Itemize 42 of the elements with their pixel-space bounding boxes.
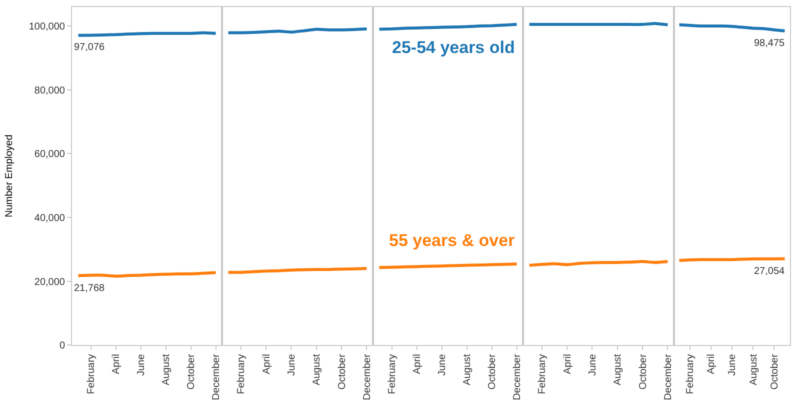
y-tick-label: 80,000 — [34, 85, 66, 96]
x-tick-label: August — [612, 354, 624, 386]
x-tick-label: December — [512, 353, 523, 400]
data-label: 98,475 — [754, 38, 786, 49]
x-tick-label: August — [462, 354, 473, 386]
x-tick-label: August — [161, 354, 172, 386]
x-tick-label: April — [111, 354, 122, 374]
x-tick-label: October — [638, 353, 649, 390]
x-tick-label: June — [587, 354, 598, 376]
y-tick-label: 100,000 — [28, 22, 66, 33]
x-tick-label: August — [312, 354, 323, 386]
series-label: 55 years & over — [389, 231, 516, 250]
x-tick-label: February — [685, 354, 696, 394]
x-tick-label: April — [412, 354, 423, 374]
y-axis-title: Number Employed — [4, 134, 15, 218]
x-tick-label: December — [362, 353, 373, 400]
x-tick-label: December — [662, 353, 674, 400]
x-tick-label: August — [748, 354, 760, 386]
x-tick-label: February — [86, 354, 97, 394]
x-tick-label: June — [136, 354, 147, 376]
x-tick-label: February — [387, 354, 398, 394]
x-tick-label: October — [186, 353, 197, 390]
y-tick-label: 60,000 — [34, 149, 66, 160]
y-tick-label: 0 — [59, 340, 66, 352]
x-tick-label: February — [236, 354, 248, 394]
x-tick-label: June — [727, 354, 738, 376]
x-tick-label: February — [537, 354, 548, 394]
x-tick-label: October — [336, 353, 348, 390]
x-tick-label: April — [261, 354, 272, 374]
x-tick-label: June — [437, 354, 448, 376]
data-label: 27,054 — [754, 266, 786, 277]
data-label: 97,076 — [74, 42, 106, 53]
x-tick-label: December — [211, 353, 222, 400]
y-tick-label: 20,000 — [34, 276, 66, 288]
data-label: 21,768 — [74, 283, 106, 294]
x-tick-label: June — [286, 354, 298, 376]
series-label: 25-54 years old — [392, 38, 515, 57]
x-tick-label: October — [487, 353, 498, 390]
x-tick-label: April — [706, 354, 718, 374]
x-tick-label: October — [769, 353, 780, 390]
y-tick-label: 40,000 — [34, 212, 66, 224]
x-tick-label: April — [562, 354, 574, 374]
